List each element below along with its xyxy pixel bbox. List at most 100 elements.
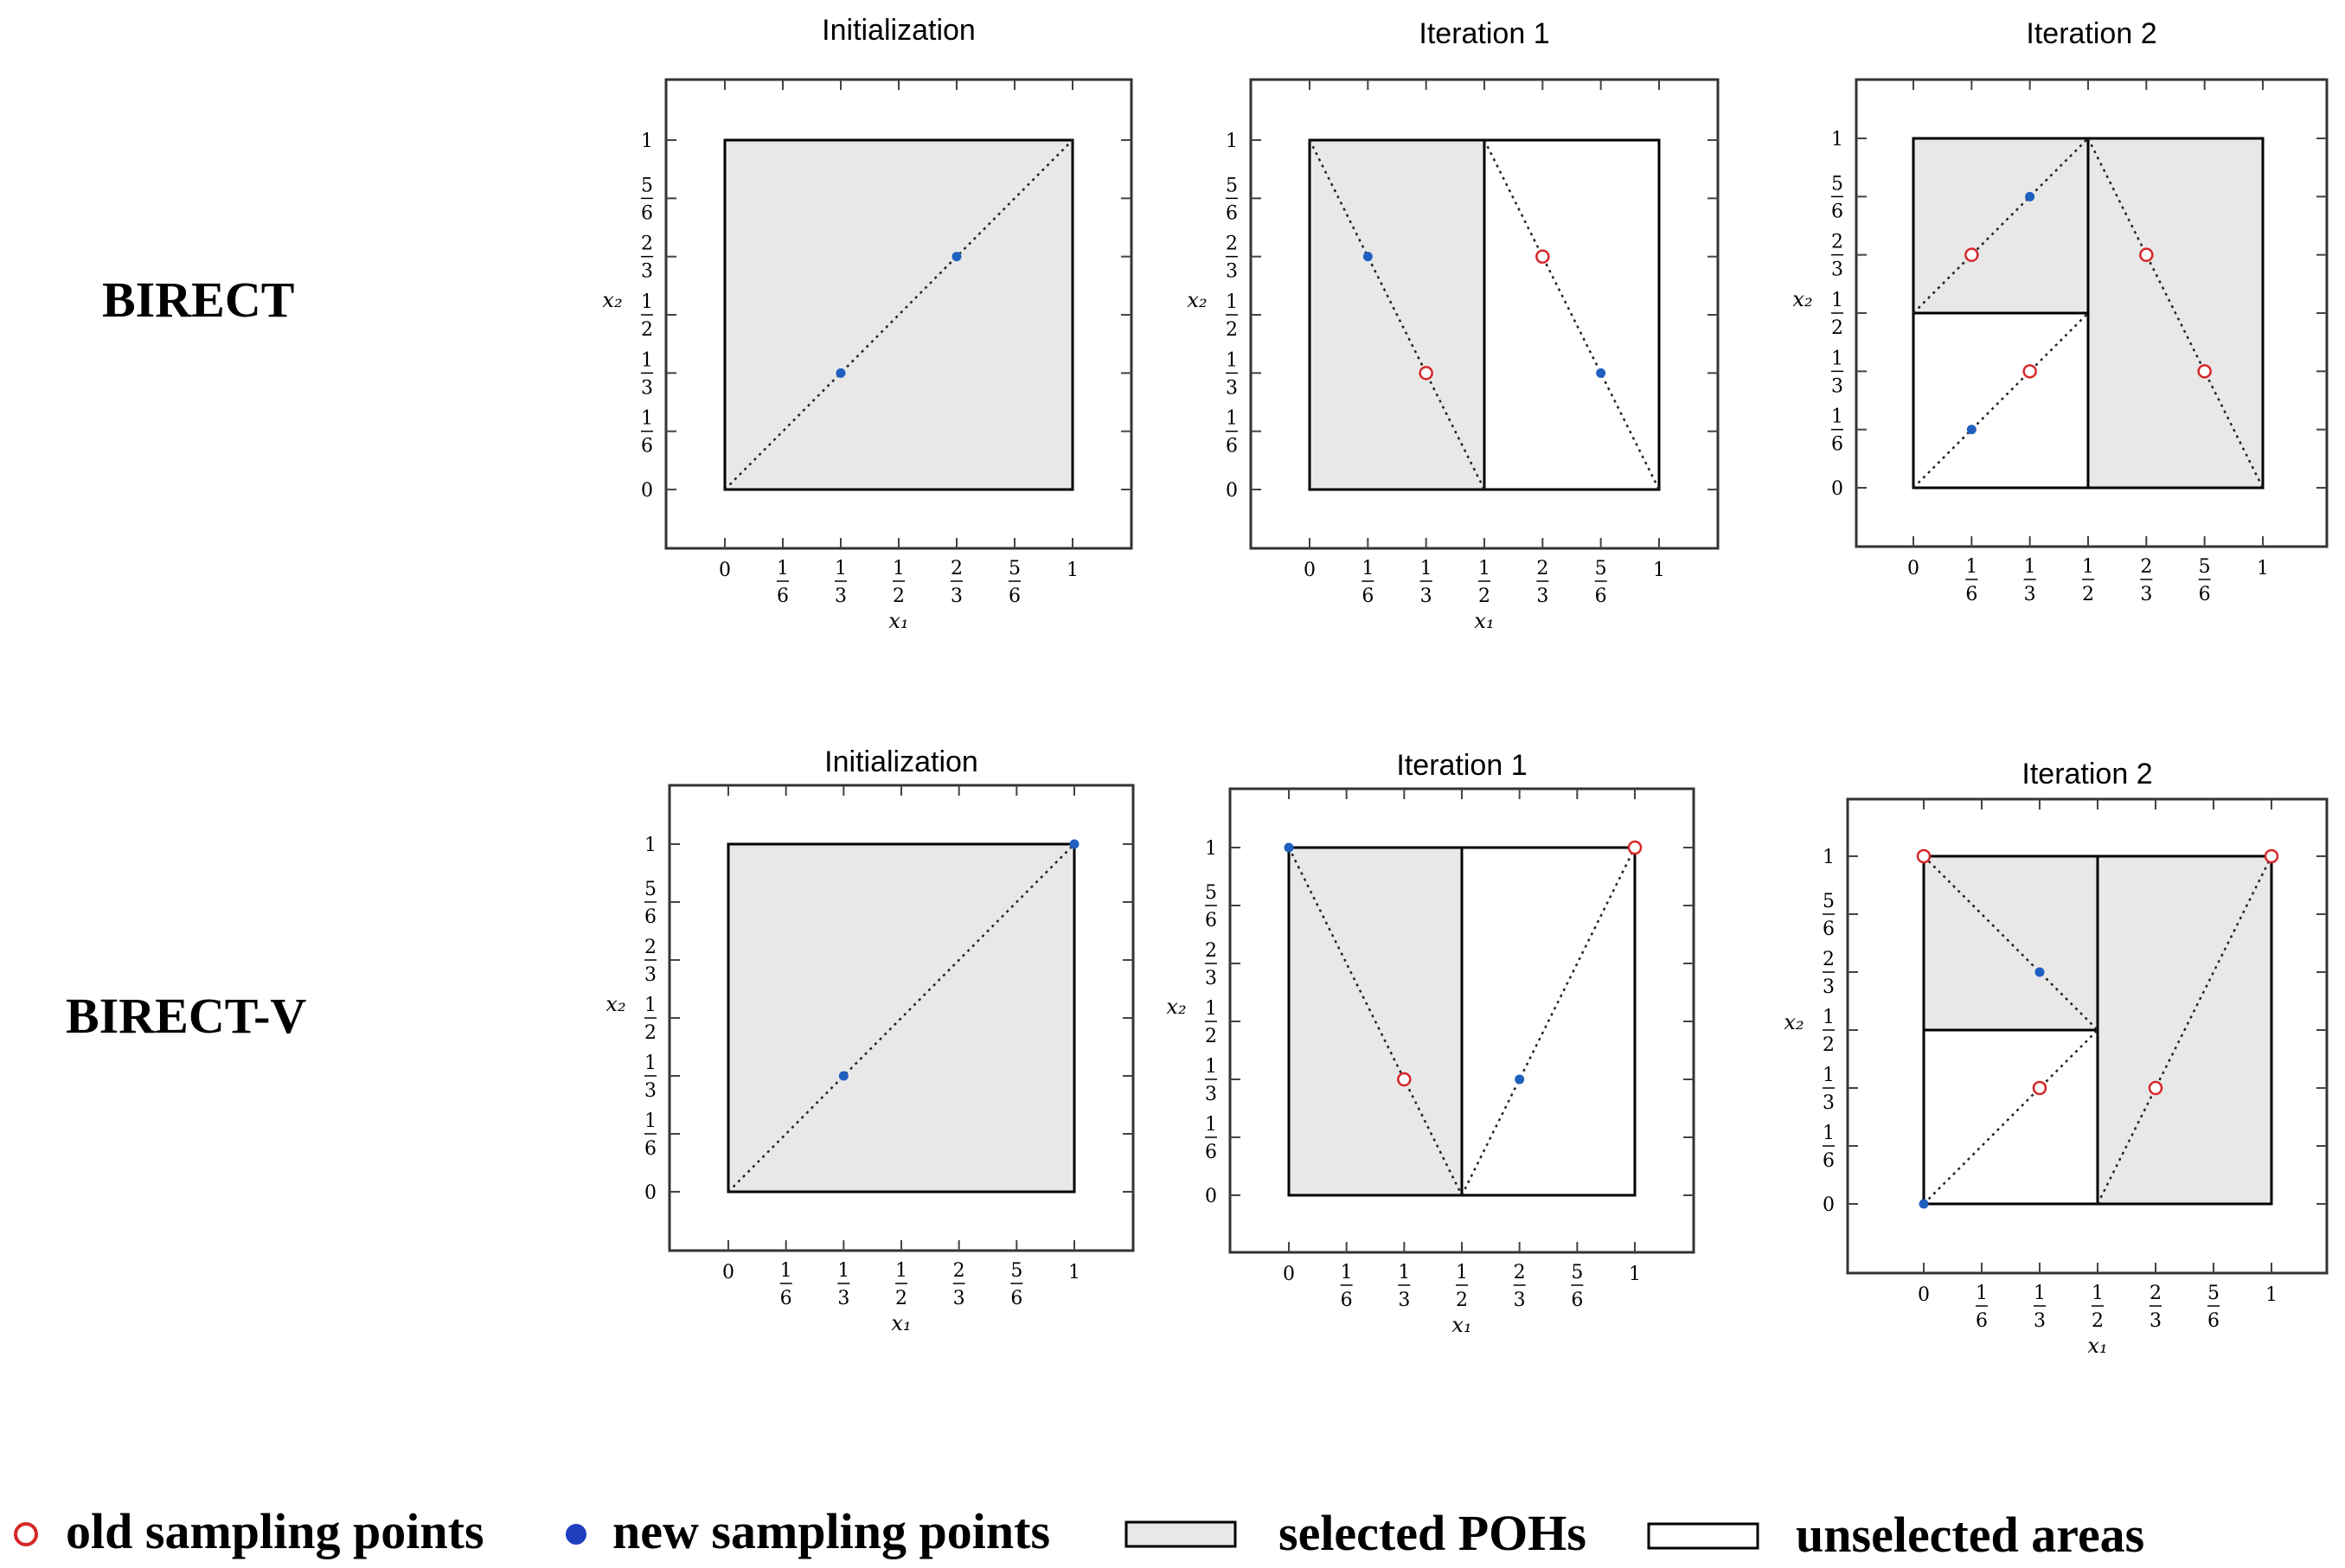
x-tick-label: 5 [1571, 1262, 1583, 1283]
y-tick-label: 5 [1823, 891, 1835, 912]
y-tick-label: 3 [641, 377, 653, 399]
new-sampling-point [836, 368, 846, 378]
x-tick-label: 5 [2199, 556, 2211, 578]
x-tick-label: 3 [1514, 1290, 1526, 1311]
domain-border [727, 842, 1076, 1194]
x-tick-label: 1 [2034, 1283, 2046, 1304]
x-tick-label: 2 [953, 1260, 965, 1282]
diagonal-line [1483, 139, 1661, 490]
y-tick-label: 1 [644, 1053, 657, 1074]
x-tick-label: 3 [1536, 586, 1548, 607]
x-tick-label: 5 [1010, 1260, 1022, 1282]
y-tick-label: 3 [644, 1080, 657, 1102]
old-sampling-point [1627, 840, 1643, 855]
x-tick-label: 1 [1341, 1262, 1353, 1283]
y-tick-label: 2 [644, 937, 657, 958]
diagonal-line [727, 843, 1075, 1193]
x-tick-label: 3 [1398, 1290, 1410, 1311]
y-tick-label: 1 [641, 349, 653, 371]
x-tick-label: 2 [951, 558, 963, 579]
x-tick-label: 3 [951, 586, 963, 607]
y-tick-label: 3 [1226, 377, 1238, 399]
panel-birect-v-3: Iteration 2 0 0 1 6 1 6 1 3 1 3 1 2 1 2 2 3 2 3 5 6 5 6 1 1 x₁ x₂ [1784, 758, 2329, 1358]
y-tick-label: 1 [644, 995, 657, 1016]
x-tick-label: 1 [1398, 1262, 1410, 1283]
y-tick-label: 0 [1823, 1194, 1835, 1216]
x-tick-label: 1 [1976, 1283, 1988, 1304]
x-tick-label: 2 [1456, 1290, 1468, 1311]
diagonal-line [1308, 139, 1486, 490]
y-tick-label: 3 [1205, 1084, 1217, 1105]
x-tick-label: 1 [2024, 556, 2036, 578]
old-point-legend-icon [14, 1522, 38, 1546]
unselected-area-legend-swatch [1647, 1522, 1759, 1550]
panel-birect-v-2: Iteration 1 0 0 1 6 1 6 1 3 1 3 1 2 1 2 2 3 2 3 5 6 5 6 1 1 x₁ x₂ [1166, 749, 1695, 1337]
y-tick-label: 3 [1205, 968, 1217, 989]
y-tick-label: 1 [1823, 1123, 1835, 1144]
y-tick-label: 1 [1823, 847, 1835, 868]
x-axis-label: x₁ [1451, 1313, 1471, 1337]
old-sampling-point [1397, 1072, 1412, 1087]
y-tick-label: 0 [1831, 478, 1843, 500]
x-tick-label: 0 [1283, 1264, 1295, 1285]
old-sampling-point [2022, 364, 2037, 379]
y-tick-label: 6 [1226, 436, 1238, 458]
new-sampling-point [1596, 368, 1606, 378]
x-tick-label: 3 [1420, 586, 1432, 607]
panel-birect-2: Iteration 1 0 0 1 6 1 6 1 3 1 3 1 2 1 2 2 3 2 3 5 6 5 6 1 1 x₁ x₂ [1187, 17, 1720, 633]
y-axis-label: x₂ [1187, 288, 1207, 312]
x-tick-label: 1 [780, 1260, 792, 1282]
old-sampling-point [1419, 366, 1433, 381]
y-tick-label: 6 [1205, 910, 1217, 931]
y-tick-label: 2 [644, 1022, 657, 1044]
y-tick-label: 6 [1823, 918, 1835, 940]
y-tick-label: 2 [1205, 940, 1217, 962]
panel-title: Iteration 1 [1419, 17, 1549, 50]
y-tick-label: 6 [641, 436, 653, 458]
x-tick-label: 1 [2092, 1283, 2104, 1304]
x-tick-label: 3 [2150, 1310, 2162, 1332]
x-tick-label: 1 [835, 558, 847, 579]
y-tick-label: 5 [1205, 882, 1217, 904]
y-tick-label: 2 [1823, 949, 1835, 970]
domain-border [723, 138, 1074, 491]
x-tick-label: 2 [1536, 558, 1548, 579]
old-sampling-point [1964, 247, 1979, 262]
y-axis-label: x₂ [602, 288, 622, 312]
x-tick-label: 1 [1629, 1264, 1641, 1285]
y-tick-label: 6 [1831, 434, 1843, 456]
legend-selected: selected POHs [1278, 1505, 1586, 1561]
x-tick-label: 0 [1907, 558, 1919, 579]
new-sampling-point [1284, 842, 1294, 853]
new-sampling-point [1362, 252, 1373, 262]
x-tick-label: 1 [1965, 556, 1977, 578]
x-tick-label: 0 [1304, 560, 1316, 581]
old-sampling-point [2148, 1080, 2163, 1096]
y-tick-label: 2 [641, 319, 653, 341]
x-tick-label: 2 [895, 1288, 907, 1309]
x-tick-label: 6 [2207, 1310, 2220, 1332]
x-tick-label: 6 [1965, 584, 1977, 605]
y-tick-label: 1 [1226, 349, 1238, 371]
y-tick-label: 2 [1226, 234, 1238, 255]
y-tick-label: 1 [641, 131, 653, 152]
y-tick-label: 1 [1823, 1065, 1835, 1086]
x-tick-label: 1 [895, 1260, 907, 1282]
panel-birect-1: Initialization 0 0 1 6 1 6 1 3 1 3 1 2 1 2 2 3 2 3 5 6 5 6 1 1 x₁… [602, 14, 1133, 633]
y-axis-label: x₂ [1792, 287, 1812, 311]
selected-poh-region [723, 138, 1074, 491]
y-tick-label: 2 [1226, 319, 1238, 341]
old-sampling-point [1916, 848, 1932, 864]
y-tick-label: 2 [1831, 232, 1843, 253]
old-sampling-point [2139, 247, 2154, 262]
legend-unselected: unselected areas [1796, 1507, 2145, 1563]
x-tick-label: 6 [1010, 1288, 1022, 1309]
x-tick-label: 5 [1595, 558, 1607, 579]
old-sampling-point [2264, 848, 2279, 864]
new-point-legend-icon [566, 1524, 586, 1545]
new-sampling-point [2034, 967, 2045, 977]
old-sampling-point [2197, 364, 2212, 379]
y-tick-label: 6 [641, 202, 653, 224]
x-tick-label: 2 [2150, 1283, 2162, 1304]
y-tick-label: 5 [1831, 173, 1843, 195]
